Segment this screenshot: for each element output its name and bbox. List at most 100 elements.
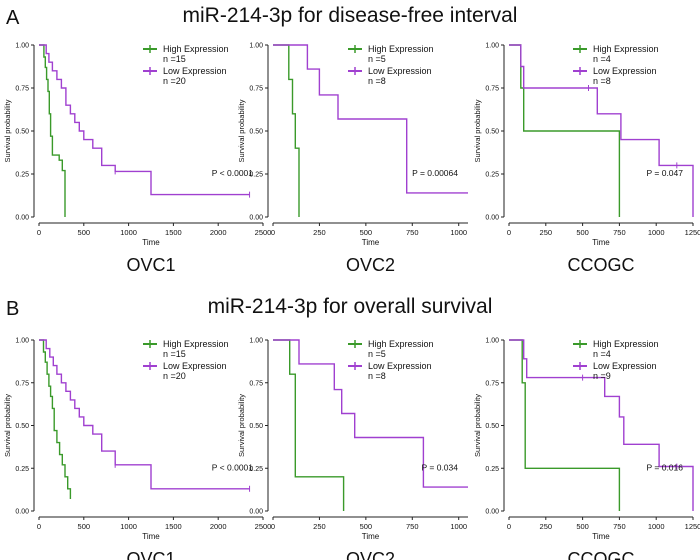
y-axis-label: Survival probability	[3, 394, 12, 457]
p-value-label: P < 0.0001	[212, 462, 253, 472]
x-tick-label: 1000	[648, 228, 665, 237]
x-tick-label: 2500	[255, 522, 272, 531]
x-tick-label: 1000	[120, 228, 137, 237]
y-tick-label: 0.00	[249, 215, 263, 222]
y-tick-label: 0.00	[485, 509, 499, 516]
y-axis-label: Survival probability	[3, 99, 12, 162]
survival-curve-high-expression	[273, 44, 300, 217]
x-tick-label: 750	[406, 522, 419, 531]
x-tick-label: 1500	[165, 522, 182, 531]
survival-curve-low-expression	[509, 44, 694, 217]
legend-label: Low Expression	[163, 66, 227, 76]
panel-b-title: miR-214-3p for overall survival	[208, 295, 493, 318]
y-tick-label: 0.25	[15, 172, 29, 179]
x-tick-label: 1000	[450, 228, 467, 237]
x-axis-label: Time	[142, 238, 160, 247]
y-tick-label: 0.50	[15, 423, 29, 430]
x-tick-label: 1250	[685, 522, 700, 531]
x-tick-label: 1250	[685, 228, 700, 237]
panel-a-title: miR-214-3p for disease-free interval	[183, 4, 518, 27]
survival-curve-high-expression	[273, 339, 345, 511]
chart-a-ovc1: 0 500 1000 1500 2000 2500 0.00 0.25 0.50 0.75 1.00…	[3, 43, 271, 276]
legend-count: n =20	[163, 76, 186, 86]
y-tick-label: 1.00	[15, 338, 29, 345]
y-tick-label: 0.00	[15, 509, 29, 516]
x-tick-label: 250	[313, 522, 326, 531]
y-tick-label: 0.00	[485, 215, 499, 222]
legend-label: Low Expression	[368, 66, 432, 76]
y-tick-label: 0.25	[15, 466, 29, 473]
x-tick-label: 500	[576, 522, 589, 531]
y-tick-label: 1.00	[249, 338, 263, 345]
y-tick-label: 1.00	[15, 43, 29, 50]
legend-label: High Expression	[593, 44, 659, 54]
survival-curve-high-expression	[39, 44, 66, 217]
x-tick-label: 0	[37, 522, 41, 531]
x-axis-label: Time	[362, 532, 380, 541]
x-tick-label: 500	[576, 228, 589, 237]
y-tick-label: 1.00	[249, 43, 263, 50]
legend-count: n =8	[368, 371, 386, 381]
x-tick-label: 250	[540, 228, 553, 237]
subplot-title: CCOGC	[568, 549, 635, 560]
p-value-label: P = 0.016	[647, 462, 684, 472]
legend-label: High Expression	[368, 339, 434, 349]
y-tick-label: 0.00	[249, 509, 263, 516]
panel-a-letter: A	[6, 7, 20, 29]
x-tick-label: 750	[406, 228, 419, 237]
legend-count: n =15	[163, 54, 186, 64]
chart-b-ovc1: 0 500 1000 1500 2000 2500 0.00 0.25 0.50 0.75 1.00…	[3, 338, 271, 560]
legend-count: n =5	[368, 54, 386, 64]
survival-curve-low-expression	[273, 44, 468, 194]
x-tick-label: 2000	[210, 522, 227, 531]
legend-label: High Expression	[163, 44, 229, 54]
y-tick-label: 0.75	[485, 380, 499, 387]
p-value-label: P < 0.0001	[212, 168, 253, 178]
y-tick-label: 0.50	[249, 423, 263, 430]
y-tick-label: 0.75	[485, 86, 499, 93]
p-value-label: P = 0.034	[422, 462, 459, 472]
survival-curve-low-expression	[39, 44, 250, 196]
x-tick-label: 250	[540, 522, 553, 531]
p-value-label: P = 0.00064	[412, 168, 458, 178]
y-tick-label: 0.25	[485, 466, 499, 473]
x-tick-label: 0	[37, 228, 41, 237]
y-tick-label: 1.00	[485, 43, 499, 50]
panel-b-letter: B	[6, 298, 19, 320]
y-axis-label: Survival probability	[473, 394, 482, 457]
chart-b-ccogc: 0 250 500 750 1000 1250 0.00 0.25 0.50 0.75 1.00 Ti…	[473, 338, 700, 560]
legend-label: High Expression	[593, 339, 659, 349]
survival-curve-low-expression	[509, 339, 694, 511]
subplot-title: CCOGC	[568, 255, 635, 275]
y-tick-label: 0.50	[15, 129, 29, 136]
x-tick-label: 750	[613, 522, 626, 531]
x-tick-label: 2000	[210, 228, 227, 237]
legend-label: High Expression	[163, 339, 229, 349]
legend-count: n =5	[368, 349, 386, 359]
legend-label: High Expression	[368, 44, 434, 54]
x-tick-label: 0	[271, 522, 275, 531]
legend-label: Low Expression	[163, 361, 227, 371]
x-tick-label: 250	[313, 228, 326, 237]
y-tick-label: 0.25	[249, 172, 263, 179]
x-tick-label: 500	[78, 522, 91, 531]
x-axis-label: Time	[592, 238, 610, 247]
subplot-title: OVC2	[346, 255, 395, 275]
y-tick-label: 0.25	[485, 172, 499, 179]
legend-count: n =4	[593, 349, 611, 359]
y-tick-label: 0.00	[15, 215, 29, 222]
chart-b-ovc2: 0 250 500 750 1000 0.00 0.25 0.50 0.75 1.00 Time Su…	[237, 338, 468, 560]
y-tick-label: 0.50	[485, 423, 499, 430]
x-tick-label: 500	[360, 522, 373, 531]
x-tick-label: 1000	[450, 522, 467, 531]
legend-count: n =15	[163, 349, 186, 359]
y-axis-label: Survival probability	[237, 99, 246, 162]
y-tick-label: 0.75	[15, 380, 29, 387]
x-axis-label: Time	[142, 532, 160, 541]
legend-count: n =9	[593, 371, 611, 381]
y-tick-label: 0.50	[249, 129, 263, 136]
subplot-title: OVC1	[126, 549, 175, 560]
x-tick-label: 0	[507, 228, 511, 237]
x-tick-label: 500	[360, 228, 373, 237]
